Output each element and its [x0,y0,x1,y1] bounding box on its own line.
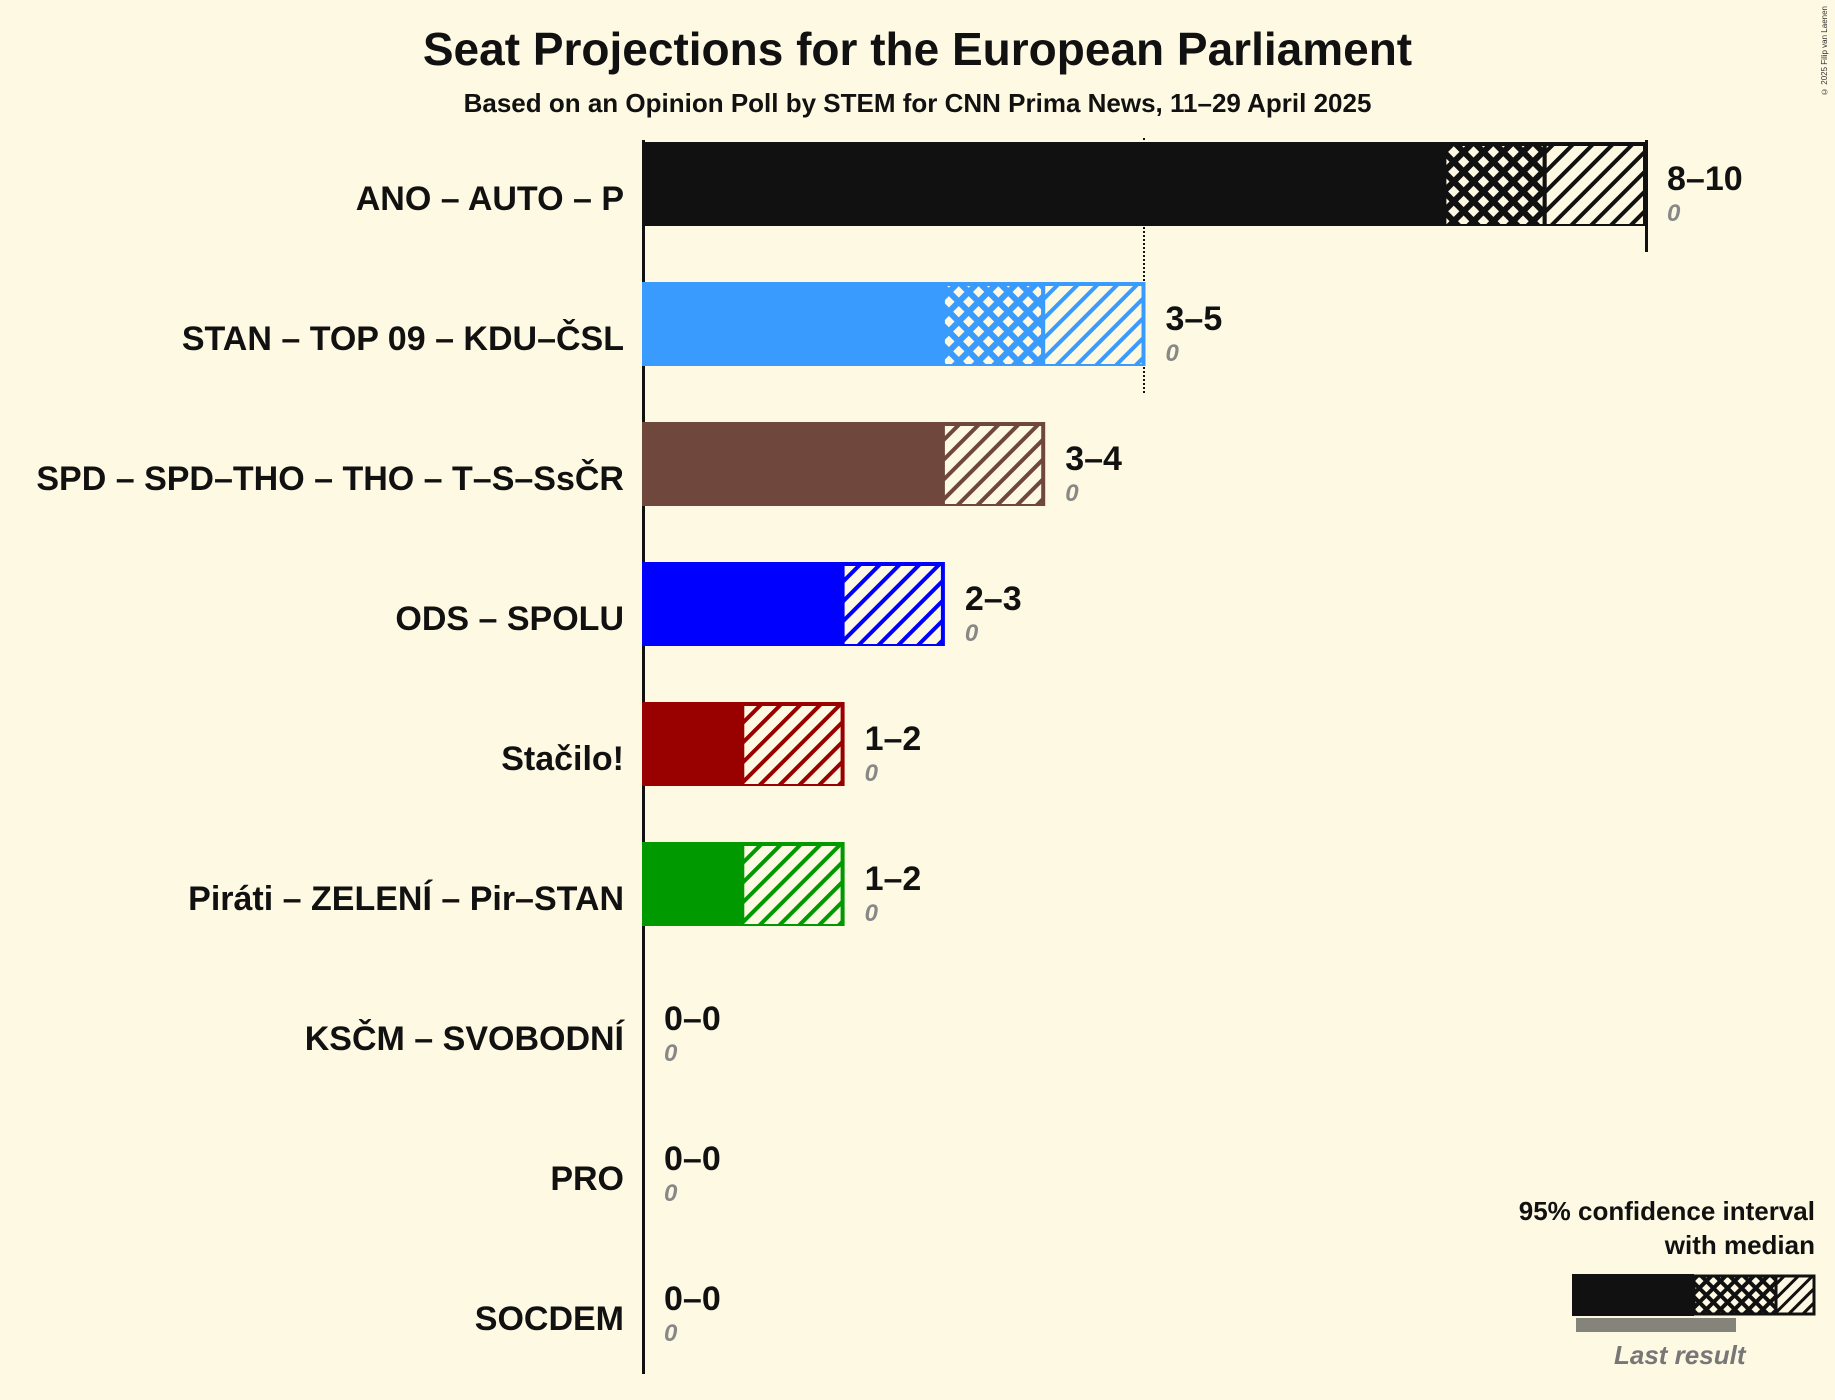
chart-row: SOCDEM 0–0 0 [0,1260,1835,1400]
chart-row: Piráti – ZELENÍ – Pir–STAN 1–2 0 [0,840,1835,980]
last-result-label: 0 [1165,340,1179,367]
legend-last-result-bar [1576,1318,1736,1332]
party-label: Piráti – ZELENÍ – Pir–STAN [188,880,624,918]
seat-bar [642,422,1046,506]
chart-subtitle: Based on an Opinion Poll by STEM for CNN… [463,88,1372,118]
party-label: Stačilo! [501,740,624,778]
last-result-label: 0 [864,760,878,787]
last-result-label: 0 [664,1040,678,1067]
last-result-label: 0 [1667,200,1681,227]
chart-row: PRO 0–0 0 [0,1120,1835,1260]
seat-range-label: 0–0 [664,1280,721,1318]
seat-bar [642,142,1648,226]
chart-title: Seat Projections for the European Parlia… [422,23,1413,75]
legend-line-2: with median [1664,1230,1815,1260]
seat-range-label: 2–3 [964,580,1022,618]
legend-sample-bar [1572,1274,1816,1316]
seat-bar [642,282,1146,366]
last-result-label: 0 [964,620,979,647]
party-label: SOCDEM [474,1300,624,1338]
range-end-tick [1645,140,1648,252]
chart-row: Stačilo! 1–2 0 [0,700,1835,840]
last-result-label: 0 [664,1180,678,1207]
seat-range-label: 0–0 [664,1000,721,1038]
seat-range-label: 1–2 [864,860,922,898]
seat-range-label: 8–10 [1667,160,1743,198]
party-label: ODS – SPOLU [395,600,624,638]
party-label: STAN – TOP 09 – KDU–ČSL [181,320,624,358]
seat-range-label: 0–0 [664,1140,721,1178]
seat-bar [642,562,945,646]
seat-range-label: 3–4 [1065,440,1122,478]
last-result-label: 0 [1065,480,1079,507]
legend-line-1: 95% confidence interval [1518,1196,1815,1226]
legend-title: 95% confidence interval with median [1519,1194,1815,1262]
copyright-credit: © 2025 Filip van Laenen [1820,6,1829,96]
legend-last-result-label: Last result [1614,1340,1746,1370]
seat-range-label: 1–2 [864,720,922,758]
chart-row: KSČM – SVOBODNÍ 0–0 0 [0,980,1835,1120]
party-label: KSČM – SVOBODNÍ [304,1020,624,1058]
chart-row: ODS – SPOLU 2–3 0 [0,560,1835,700]
party-label: ANO – AUTO – P [355,180,624,218]
chart-row: ANO – AUTO – P 8–10 0 [0,140,1835,280]
last-result-label: 0 [664,1320,678,1347]
party-label: SPD – SPD–THO – THO – T–S–SsČR [36,460,624,498]
chart-row: SPD – SPD–THO – THO – T–S–SsČR 3–4 0 [0,420,1835,560]
seat-range-label: 3–5 [1165,300,1223,338]
seat-bar [642,702,845,786]
party-label: PRO [550,1160,624,1198]
seat-bar [642,842,845,926]
majority-dotted-line [1143,138,1145,393]
last-result-label: 0 [864,900,878,927]
chart-row: STAN – TOP 09 – KDU–ČSL 3–5 0 [0,280,1835,420]
